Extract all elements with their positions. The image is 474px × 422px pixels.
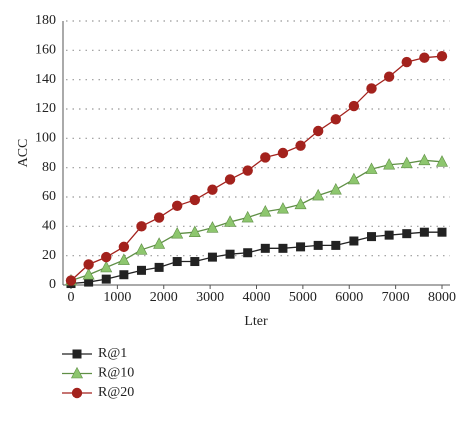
- marker: [241, 210, 254, 223]
- marker: [117, 253, 130, 265]
- marker: [224, 215, 237, 227]
- marker: [402, 229, 412, 239]
- legend-label: R@20: [98, 385, 134, 400]
- marker: [224, 174, 236, 185]
- marker: [171, 200, 183, 211]
- marker: [436, 155, 448, 167]
- marker: [331, 240, 341, 250]
- y-tick-label: 60: [42, 189, 56, 204]
- marker: [65, 275, 77, 286]
- x-tick-label: 6000: [335, 290, 363, 305]
- marker: [294, 197, 307, 210]
- marker: [207, 252, 217, 262]
- y-tick-label: 40: [42, 219, 56, 234]
- x-tick-label: 2000: [150, 290, 178, 305]
- marker: [260, 152, 271, 163]
- marker: [367, 232, 377, 242]
- marker: [101, 274, 111, 284]
- marker: [243, 248, 253, 258]
- marker: [277, 147, 289, 159]
- marker: [225, 249, 235, 259]
- series-line: [70, 55, 443, 282]
- legend-label: R@10: [98, 366, 134, 381]
- y-tick-label: 120: [35, 101, 56, 116]
- y-axis-label: ACC: [16, 139, 31, 168]
- y-tick-label: 140: [35, 72, 56, 87]
- x-tick-label: 5000: [289, 290, 317, 305]
- marker: [153, 212, 165, 223]
- legend-marker: [72, 349, 82, 359]
- marker: [119, 270, 129, 280]
- legend-marker: [71, 366, 83, 379]
- marker: [312, 188, 325, 201]
- marker: [188, 225, 201, 237]
- marker: [153, 237, 166, 249]
- marker: [418, 153, 431, 166]
- y-tick-label: 20: [42, 248, 56, 263]
- marker: [400, 156, 413, 169]
- series-line: [70, 159, 443, 282]
- marker: [83, 259, 94, 270]
- marker: [330, 114, 342, 125]
- marker: [172, 257, 182, 267]
- marker: [259, 205, 272, 217]
- marker: [207, 184, 218, 195]
- marker: [190, 257, 200, 267]
- x-tick-label: 7000: [382, 290, 410, 305]
- marker: [118, 241, 130, 253]
- y-tick-label: 80: [42, 160, 56, 175]
- marker: [313, 240, 323, 250]
- marker: [296, 242, 306, 252]
- y-tick-label: 100: [35, 131, 56, 146]
- marker: [242, 165, 253, 176]
- marker: [383, 71, 395, 82]
- y-tick-label: 180: [35, 13, 56, 28]
- marker: [84, 277, 94, 287]
- series-line: [70, 231, 442, 285]
- x-axis-label: Lter: [244, 314, 268, 329]
- marker: [366, 83, 377, 94]
- marker: [101, 251, 112, 263]
- y-tick-label: 160: [35, 43, 56, 58]
- x-tick-label: 1000: [103, 290, 131, 305]
- marker: [329, 183, 342, 195]
- marker: [189, 194, 201, 206]
- marker: [437, 227, 447, 237]
- marker: [276, 202, 289, 214]
- x-tick-label: 0: [68, 290, 75, 305]
- marker: [419, 227, 429, 237]
- marker: [347, 172, 360, 185]
- x-tick-label: 8000: [428, 290, 456, 305]
- marker: [312, 125, 324, 137]
- legend-label: R@1: [98, 346, 127, 361]
- marker: [348, 100, 360, 112]
- marker: [383, 158, 396, 170]
- marker: [100, 260, 113, 273]
- marker: [135, 243, 148, 255]
- y-tick-label: 0: [49, 277, 56, 292]
- marker: [384, 230, 394, 240]
- marker: [419, 52, 430, 63]
- marker: [154, 262, 164, 272]
- marker: [82, 268, 95, 280]
- marker: [401, 56, 412, 68]
- marker: [136, 221, 147, 232]
- marker: [295, 140, 306, 151]
- marker: [136, 265, 146, 275]
- legend-marker: [71, 387, 83, 399]
- marker: [436, 51, 448, 62]
- marker: [349, 236, 359, 246]
- marker: [278, 243, 288, 253]
- marker: [206, 221, 219, 233]
- x-tick-label: 4000: [243, 290, 271, 305]
- marker: [260, 243, 270, 253]
- marker: [365, 162, 378, 174]
- marker: [171, 227, 184, 239]
- x-tick-label: 3000: [196, 290, 224, 305]
